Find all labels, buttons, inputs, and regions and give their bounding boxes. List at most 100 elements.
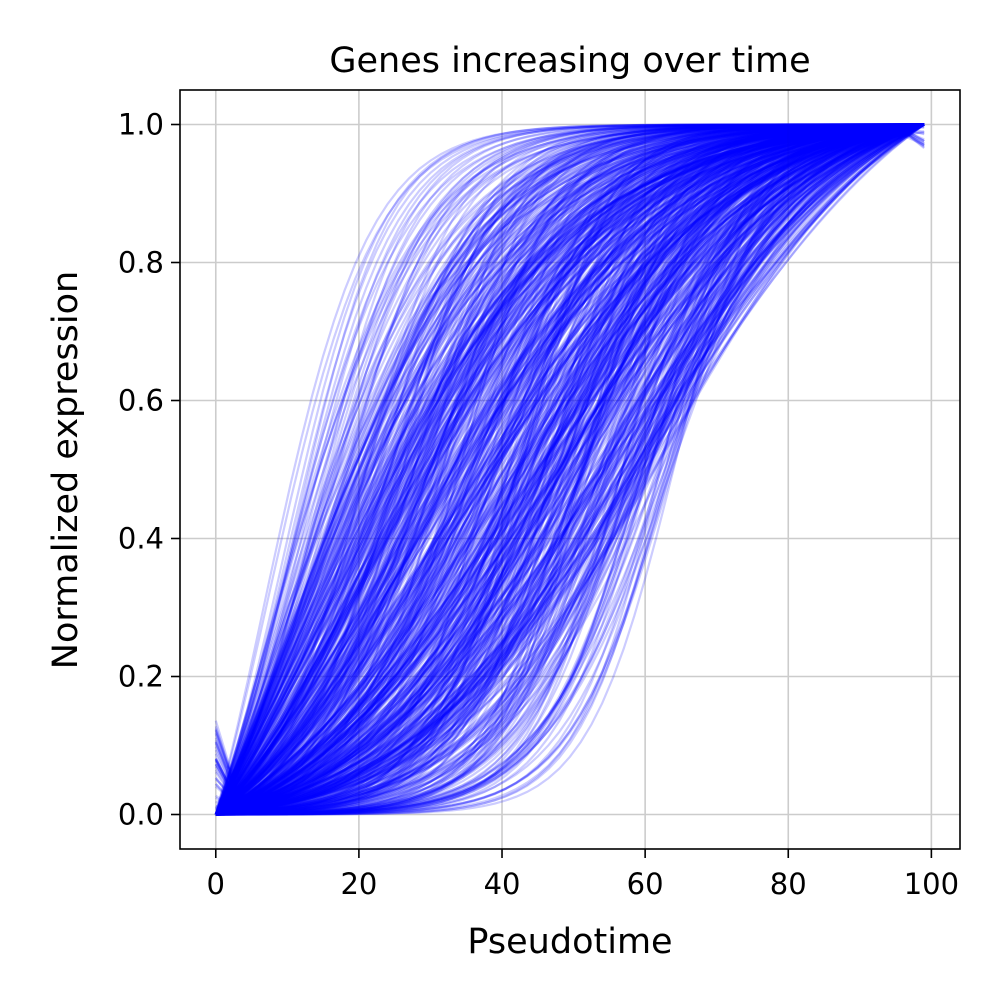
gene-curve (215, 123, 925, 816)
gene-curve (215, 123, 925, 816)
gene-curve (214, 123, 925, 816)
gene-curve (215, 123, 925, 816)
gene-curve (215, 123, 925, 816)
gene-curve (215, 123, 925, 816)
gene-curve (215, 123, 925, 816)
gene-curve (214, 123, 925, 816)
gene-curve (215, 123, 925, 816)
gene-curve (215, 123, 925, 816)
gene-curve (215, 123, 925, 816)
gene-curve (215, 123, 925, 816)
gene-curve (215, 123, 925, 816)
gene-curve (215, 123, 925, 816)
gene-curve (215, 123, 925, 816)
gene-curve (215, 123, 925, 816)
gene-curve (215, 123, 925, 816)
gene-curve (215, 123, 925, 816)
gene-curve (215, 123, 925, 799)
gene-curve (215, 123, 925, 816)
gene-curve (215, 123, 925, 816)
gene-curve (214, 123, 925, 815)
gene-curve (215, 123, 925, 816)
gene-curve (214, 123, 925, 816)
gene-curve (215, 123, 925, 816)
gene-curve (215, 123, 925, 816)
gene-curve (214, 123, 925, 816)
gene-curve (215, 123, 925, 816)
gene-curve (215, 123, 925, 816)
gene-curve (215, 123, 925, 816)
axis-ticks: 0 20 40 60 80 100 0.0 0.2 0.4 0.6 0.8 1.0 (118, 108, 959, 902)
gene-curve (215, 123, 925, 816)
gene-curve (215, 123, 925, 816)
gene-curve (215, 123, 925, 816)
gene-curve (215, 123, 925, 816)
gene-curve (214, 123, 925, 816)
gene-curve (215, 123, 925, 816)
gene-curve (215, 123, 925, 816)
gene-curve (215, 123, 925, 816)
gene-curve (214, 123, 925, 816)
gene-curve (215, 123, 925, 816)
gene-curve (215, 123, 925, 816)
gene-curve (214, 123, 925, 816)
gene-curve (215, 123, 925, 816)
gene-curve (215, 123, 925, 816)
gene-curve (215, 123, 925, 816)
gene-curve (215, 123, 925, 816)
gene-curve (215, 123, 925, 816)
gene-curve (214, 123, 925, 815)
gene-curve (215, 123, 925, 816)
gene-curve (214, 123, 925, 816)
gene-curve (215, 123, 925, 816)
gene-curve (215, 123, 925, 816)
gene-curve (215, 123, 925, 816)
gene-curve (215, 123, 925, 816)
gene-curve (215, 123, 925, 816)
gene-curve (215, 123, 925, 816)
gene-curve (214, 123, 925, 815)
gene-curve (215, 123, 925, 816)
gene-curve (214, 123, 925, 803)
gene-curve (214, 123, 925, 816)
gene-curve (215, 123, 925, 816)
gene-curve (215, 123, 925, 816)
gene-curve (215, 123, 925, 816)
gene-curve (215, 123, 925, 816)
gene-curve (215, 123, 925, 816)
gene-curve (214, 123, 925, 816)
gene-curve (215, 123, 925, 816)
gene-curve (215, 123, 925, 816)
gene-curve (215, 123, 925, 816)
gene-curve (215, 123, 925, 816)
gene-curve (214, 123, 925, 813)
gene-curve (214, 123, 925, 816)
gene-curve (215, 123, 925, 816)
gene-curve (214, 123, 925, 816)
y-tick-label: 0.6 (118, 384, 164, 418)
gene-curve (215, 123, 925, 816)
gene-curve (215, 123, 925, 816)
gene-curve (215, 123, 925, 816)
gene-curve (215, 123, 925, 816)
gene-curve (214, 123, 925, 816)
gene-curve (215, 123, 925, 816)
gene-curve (215, 123, 925, 816)
gene-curve (214, 123, 925, 815)
gene-curve (215, 123, 925, 816)
gene-curve (215, 123, 925, 816)
gene-curve (215, 123, 925, 816)
gene-curve (214, 125, 925, 816)
gene-curve (215, 126, 925, 816)
gene-curve (214, 123, 925, 816)
gene-curve (214, 123, 925, 816)
gene-curve (215, 123, 925, 816)
gene-curve (215, 123, 925, 816)
gene-curve (215, 123, 925, 816)
gene-curve (214, 123, 925, 815)
gene-curve (214, 123, 925, 815)
gene-curve (215, 123, 925, 816)
representative-gene-curve (215, 123, 925, 816)
gene-curve (215, 123, 925, 816)
gene-curve (214, 123, 925, 816)
